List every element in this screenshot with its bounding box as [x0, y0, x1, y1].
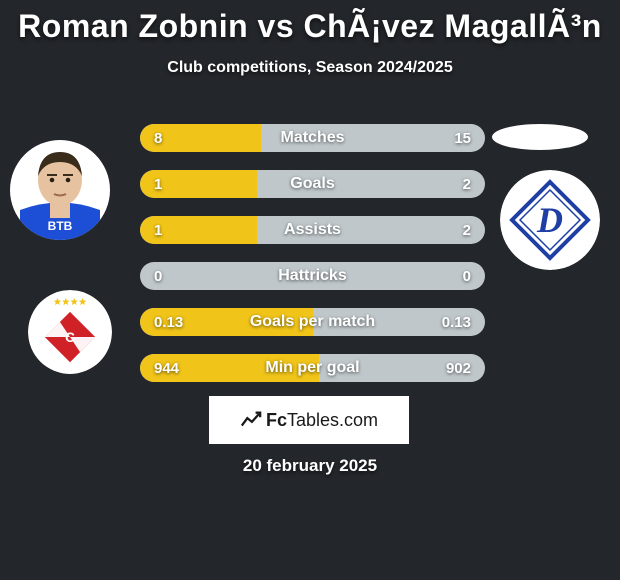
svg-text:C: C [65, 330, 75, 345]
chart-icon [240, 409, 262, 431]
page-title: Roman Zobnin vs ChÃ¡vez MagallÃ³n [0, 0, 620, 45]
brand-badge: FcTables.com [209, 396, 409, 444]
svg-text:BTB: BTB [48, 219, 73, 233]
date: 20 february 2025 [0, 456, 620, 476]
bar-track: 12Goals [140, 170, 485, 198]
bar-track: 00Hattricks [140, 262, 485, 290]
stat-bar: 12Goals [140, 170, 485, 198]
bar-label: Goals [140, 170, 485, 198]
brand-text: FcTables.com [266, 410, 378, 431]
player-photo: BTB [10, 140, 110, 240]
svg-text:D: D [536, 200, 563, 240]
stat-bar: 0.130.13Goals per match [140, 308, 485, 336]
bar-track: 815Matches [140, 124, 485, 152]
bar-track: 12Assists [140, 216, 485, 244]
bar-label: Min per goal [140, 354, 485, 382]
stat-bars: 815Matches 12Goals 12Assists 00Hattricks 0.1… [140, 124, 485, 400]
bar-label: Matches [140, 124, 485, 152]
stat-bar: 12Assists [140, 216, 485, 244]
bar-track: 0.130.13Goals per match [140, 308, 485, 336]
left-club-badge: C [28, 290, 112, 374]
stat-bar: 815Matches [140, 124, 485, 152]
opponent-photo-placeholder [492, 124, 588, 150]
bar-track: 944902Min per goal [140, 354, 485, 382]
stat-bar: 00Hattricks [140, 262, 485, 290]
bar-label: Assists [140, 216, 485, 244]
brand-prefix: Fc [266, 410, 287, 430]
brand-rest: Tables.com [287, 410, 378, 430]
right-club-badge: D [500, 170, 600, 270]
subtitle: Club competitions, Season 2024/2025 [0, 59, 620, 77]
stat-bar: 944902Min per goal [140, 354, 485, 382]
bar-label: Goals per match [140, 308, 485, 336]
bar-label: Hattricks [140, 262, 485, 290]
